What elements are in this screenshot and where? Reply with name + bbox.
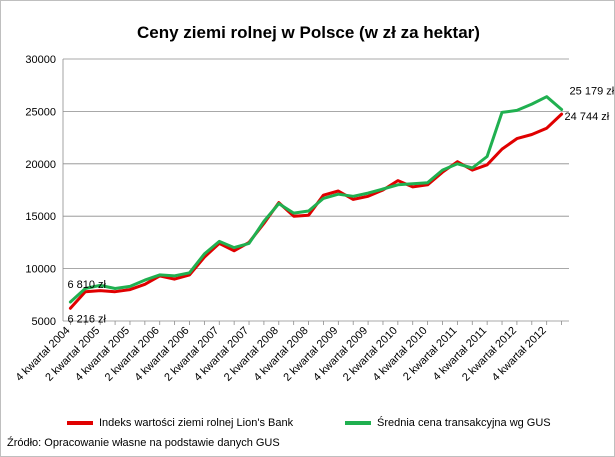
legend-label: Indeks wartości ziemi rolnej Lion's Bank (99, 417, 294, 429)
data-label: 25 179 zł (570, 86, 614, 98)
data-label: 24 744 zł (565, 111, 610, 123)
source-note: Źródło: Opracowanie własne na podstawie … (7, 437, 280, 449)
x-tick-label: 4 kwartał 2012 (490, 325, 549, 384)
y-tick-label: 15000 (25, 211, 56, 223)
chart-title: Ceny ziemi rolnej w Polsce (w zł za hekt… (137, 23, 480, 42)
legend-label: Średnia cena transakcyjna wg GUS (377, 417, 551, 429)
data-label: 6 216 zł (67, 313, 106, 325)
legend-item-lions-bank: Indeks wartości ziemi rolnej Lion's Bank (67, 417, 293, 429)
legend-swatch-green (345, 421, 371, 425)
legend-swatch-red (67, 421, 93, 425)
series-line-1 (68, 95, 564, 304)
y-tick-label: 30000 (25, 54, 56, 66)
y-tick-label: 10000 (25, 264, 56, 276)
legend-item-gus: Średnia cena transakcyjna wg GUS (345, 417, 551, 429)
y-tick-label: 5000 (32, 316, 56, 328)
y-tick-label: 25000 (25, 106, 56, 118)
data-label: 6 810 zł (67, 279, 106, 291)
y-tick-label: 20000 (25, 159, 56, 171)
chart-legend: Indeks wartości ziemi rolnej Lion's Bank… (67, 417, 607, 435)
